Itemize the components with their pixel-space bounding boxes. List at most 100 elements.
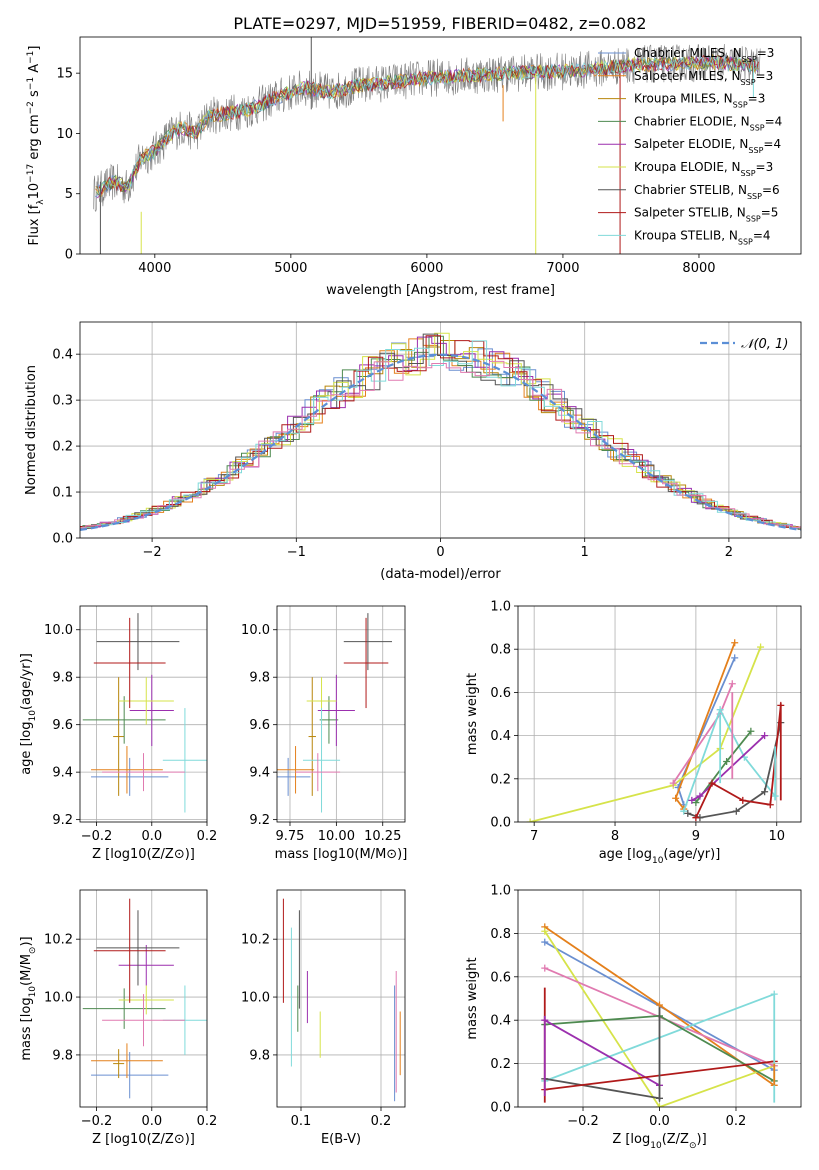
x-tick-label: 0.0 (141, 829, 162, 844)
y-tick-label: 9.2 (249, 813, 270, 828)
y-tick-label: 9.4 (52, 766, 73, 781)
model-spectrum-line (97, 55, 758, 195)
x-axis-label: age [log10(age/yr)] (599, 847, 721, 866)
axes-frame (79, 321, 802, 539)
y-tick-label: 0.0 (52, 532, 73, 547)
y-tick-label: 9.8 (52, 1048, 73, 1063)
legend-entry: 𝒩(0, 1) (741, 337, 788, 352)
data-marker (708, 779, 716, 787)
y-axis-label: age [log10(age/yr)] (19, 653, 38, 775)
legend-entry: Salpeter MILES, NSSP=3 (634, 69, 773, 87)
y-tick-label: 0 (65, 248, 73, 263)
y-tick-label: 0.6 (490, 970, 511, 985)
data-marker (731, 639, 739, 647)
histogram-step-line (80, 360, 801, 529)
data-marker (739, 796, 747, 804)
axes-age-vs-mass: 9.75 10.00 10.25 9.2 9.4 9.6 9.8 10.0 mass [log1… (241, 605, 408, 862)
data-marker (541, 964, 549, 972)
x-axis-label: (data-model)/error (380, 567, 501, 582)
weight-line (544, 1019, 660, 1087)
x-tick-label: 0.2 (726, 1114, 747, 1129)
y-tick-label: 0.8 (490, 927, 511, 942)
x-tick-label: 1 (581, 545, 589, 560)
y-axis-label: mass [log10(M/M⊙)] (19, 936, 38, 1060)
y-tick-label: 9.6 (52, 718, 73, 733)
data-marker (757, 643, 765, 651)
x-tick-label: 0.2 (371, 1114, 392, 1129)
y-tick-label: 9.8 (249, 1048, 270, 1063)
y-tick-label: 10.0 (44, 623, 73, 638)
x-tick-label: 10.25 (364, 829, 401, 844)
x-tick-label: 4000 (138, 261, 171, 276)
data-marker (723, 758, 731, 766)
y-tick-label: 10.2 (241, 933, 270, 948)
x-tick-label: 10.00 (318, 829, 355, 844)
y-tick-label: 0.2 (490, 772, 511, 787)
model-spectrum-line (97, 54, 760, 196)
axes-residuals: −2 −1 0 1 2 0.0 0.1 0.2 0.3 0.4 (data-model)/error… (24, 321, 802, 582)
x-axis-label: mass [log10(M/M⊙)] (275, 847, 408, 862)
model-spectrum-line (97, 54, 759, 195)
x-tick-label: 0.0 (141, 1114, 162, 1129)
y-tick-label: 1.0 (490, 884, 511, 899)
y-tick-label: 0.6 (490, 686, 511, 701)
weight-line (544, 1077, 660, 1100)
weight-line (529, 646, 762, 822)
data-marker (716, 706, 724, 714)
data-marker (656, 1103, 663, 1107)
data-marker (688, 796, 696, 804)
y-tick-label: 0.2 (490, 1057, 511, 1072)
legend-entry: Chabrier MILES, NSSP=3 (634, 46, 774, 64)
axes-frame (276, 889, 406, 1108)
y-tick-label: 0.4 (52, 348, 73, 363)
y-tick-label: 15 (56, 67, 73, 82)
legend-entry: Salpeter STELIB, NSSP=5 (634, 206, 778, 224)
data-marker (766, 801, 774, 809)
data-marker (728, 680, 736, 688)
y-axis-label: Flux [fλ10−17 erg cm−2 s−1 A−1] (26, 46, 46, 246)
x-tick-label: −2 (143, 545, 162, 560)
legend-entry: Kroupa MILES, NSSP=3 (634, 92, 765, 110)
y-tick-label: 10.2 (44, 933, 73, 948)
x-axis-label: Z [log10(Z/Z⊙)] (612, 1132, 706, 1151)
x-axis-label: wavelength [Angstrom, rest frame] (326, 283, 555, 298)
axes-frame (79, 36, 802, 255)
data-marker (526, 818, 534, 822)
axes-mass-vs-EBV: 0.1 0.2 9.8 10.0 10.2 E(B-V) (241, 889, 406, 1147)
x-tick-label: 0 (436, 545, 444, 560)
legend-entry: Chabrier STELIB, NSSP=6 (634, 183, 780, 201)
axes-mass-weight-vs-age: 7 8 9 10 0.0 0.2 0.4 0.6 0.8 1.0 age [log10(age/yr… (465, 600, 802, 866)
x-tick-label: 8000 (682, 261, 715, 276)
y-tick-label: 0.3 (52, 394, 73, 409)
x-tick-label: 7000 (546, 261, 579, 276)
y-tick-label: 0.2 (52, 440, 73, 455)
data-marker (692, 799, 700, 807)
y-tick-label: 10.0 (241, 991, 270, 1006)
data-marker (672, 794, 680, 802)
legend-entry: Kroupa STELIB, NSSP=4 (634, 228, 771, 246)
y-tick-label: 9.2 (52, 813, 73, 828)
plot-area-mass-vs-EBV (282, 898, 401, 1102)
y-tick-label: 9.4 (249, 766, 270, 781)
plot-area-mass-weight-vs-Z (541, 923, 778, 1107)
y-tick-label: 0.8 (490, 643, 511, 658)
x-tick-label: −0.2 (81, 1114, 113, 1129)
plot-area-residuals (80, 332, 801, 531)
x-tick-label: 0.0 (649, 1114, 670, 1129)
x-tick-label: −0.2 (81, 829, 113, 844)
y-tick-label: 10 (56, 127, 73, 142)
axes-mass-weight-vs-Z: −0.2 0.0 0.2 0.0 0.2 0.4 0.6 0.8 1.0 Z [log10(Z/Z… (465, 884, 802, 1151)
x-tick-label: 10 (768, 829, 785, 844)
y-tick-label: 0.4 (490, 729, 511, 744)
x-tick-label: 2 (725, 545, 733, 560)
plot-area-age-vs-mass (277, 613, 393, 813)
weight-line (695, 705, 782, 819)
data-marker (747, 727, 755, 735)
data-marker (680, 807, 688, 815)
x-tick-label: 9.75 (276, 829, 305, 844)
plot-area-spectrum (93, 37, 761, 254)
axes-frame (517, 889, 802, 1108)
data-marker (541, 927, 549, 935)
y-tick-label: 0.0 (490, 816, 511, 831)
y-tick-label: 9.8 (52, 671, 73, 686)
